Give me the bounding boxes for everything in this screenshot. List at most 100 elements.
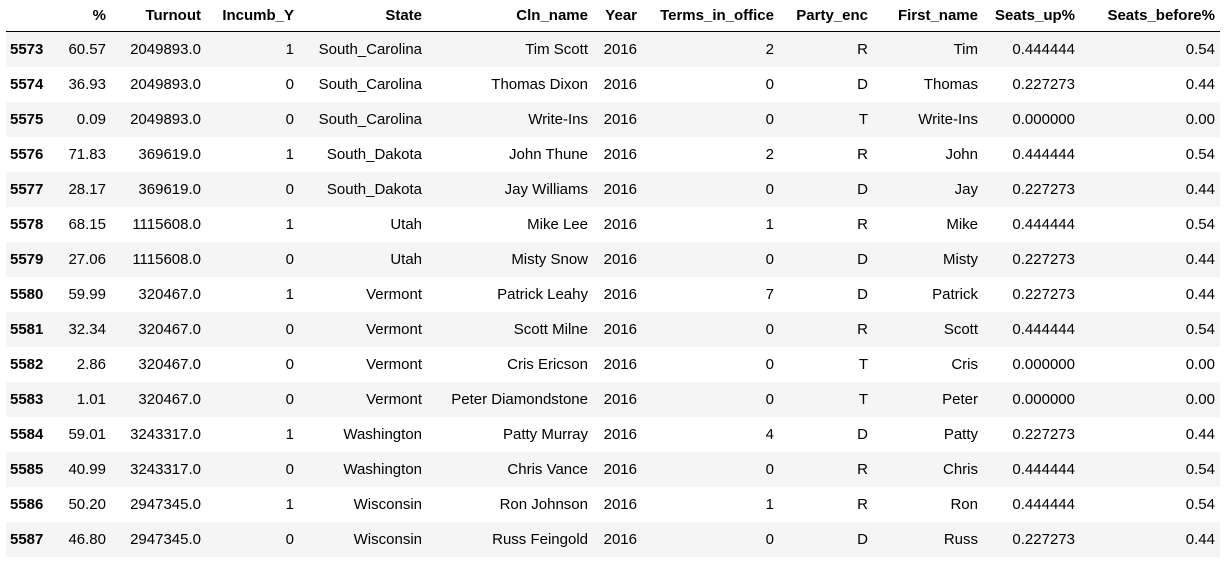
column-header-cln-name: Cln_name [427, 0, 593, 32]
table-cell-year: 2016 [603, 145, 637, 163]
table-cell-state: Vermont [366, 390, 422, 408]
table-cell-incumb-y: 1 [285, 145, 294, 163]
table-cell-seats-before: 0.44 [1185, 75, 1215, 93]
table-cell-cln-name: John Thune [509, 145, 588, 163]
table-cell-party-enc: T [858, 110, 868, 128]
table-cell-year: 2016 [603, 180, 637, 198]
table-cell-percent: 60.57 [68, 40, 106, 58]
column-header-terms-in-office: Terms_in_office [642, 0, 779, 32]
dataframe-output: % Turnout Incumb_Y State Cln_name Year Terms_i… [6, 0, 1220, 557]
table-cell-first-name: John [945, 145, 978, 163]
table-cell-seats-before: 0.54 [1185, 495, 1215, 513]
table-cell-first-name: Peter [942, 390, 978, 408]
table-row: 5587 46.80 2947345.0 0 Wisconsin Russ Feingol… [6, 521, 1220, 557]
table-cell-turnout: 369619.0 [138, 180, 201, 198]
column-header-incumb-y: Incumb_Y [206, 0, 299, 32]
header-row: % Turnout Incumb_Y State Cln_name Year Terms_i… [6, 0, 1220, 32]
table-cell-first-name: Tim [953, 40, 978, 58]
table-cell-party-enc: R [857, 145, 868, 163]
table-cell-seats-before: 0.54 [1185, 40, 1215, 58]
table-row: 5585 40.99 3243317.0 0 Washington Chris Vance… [6, 451, 1220, 487]
row-index: 5585 [10, 460, 44, 478]
table-cell-state: South_Dakota [326, 145, 422, 163]
table-cell-year: 2016 [603, 215, 637, 233]
table-cell-state: Washington [343, 460, 422, 478]
table-cell-party-enc: D [857, 250, 868, 268]
row-index: 5579 [10, 250, 44, 268]
table-cell-seats-up: 0.444444 [1012, 40, 1075, 58]
table-cell-seats-before: 0.44 [1185, 250, 1215, 268]
table-cell-turnout: 1115608.0 [132, 215, 201, 233]
table-cell-cln-name: Tim Scott [525, 40, 588, 58]
table-cell-turnout: 320467.0 [138, 320, 201, 338]
table-cell-first-name: Patrick [932, 285, 978, 303]
table-cell-incumb-y: 0 [285, 75, 294, 93]
table-cell-state: South_Dakota [326, 180, 422, 198]
table-cell-seats-before: 0.54 [1185, 145, 1215, 163]
table-cell-seats-before: 0.54 [1185, 320, 1215, 338]
column-header-percent: % [56, 0, 111, 32]
table-cell-turnout: 369619.0 [138, 145, 201, 163]
table-cell-year: 2016 [603, 530, 637, 548]
table-cell-first-name: Misty [943, 250, 978, 268]
table-cell-seats-before: 0.00 [1185, 390, 1215, 408]
table-cell-percent: 28.17 [68, 180, 106, 198]
table-cell-incumb-y: 1 [285, 40, 294, 58]
table-cell-percent: 59.99 [68, 285, 106, 303]
table-cell-year: 2016 [603, 250, 637, 268]
table-cell-state: South_Carolina [318, 75, 422, 93]
table-cell-first-name: Jay [954, 180, 978, 198]
table-cell-percent: 27.06 [68, 250, 106, 268]
table-cell-year: 2016 [603, 75, 637, 93]
table-cell-turnout: 320467.0 [138, 285, 201, 303]
table-cell-terms-in-office: 0 [765, 180, 774, 198]
table-row: 5576 71.83 369619.0 1 South_Dakota John Thune… [6, 136, 1220, 172]
table-cell-year: 2016 [603, 390, 637, 408]
table-cell-terms-in-office: 2 [765, 40, 774, 58]
table-cell-first-name: Scott [943, 320, 978, 338]
table-cell-turnout: 320467.0 [138, 390, 201, 408]
table-cell-incumb-y: 1 [285, 285, 294, 303]
column-header-year: Year [593, 0, 642, 32]
table-cell-cln-name: Jay Williams [504, 180, 588, 198]
table-cell-turnout: 320467.0 [138, 355, 201, 373]
table-cell-percent: 32.34 [68, 320, 106, 338]
table-row: 5574 36.93 2049893.0 0 South_Carolina Thomas … [6, 66, 1220, 102]
table-cell-terms-in-office: 4 [765, 425, 774, 443]
table-row: 5573 60.57 2049893.0 1 South_Carolina Tim Sco… [6, 31, 1220, 67]
row-index: 5573 [10, 40, 44, 58]
row-index: 5584 [10, 425, 44, 443]
table-cell-party-enc: R [857, 40, 868, 58]
table-cell-state: Wisconsin [353, 495, 422, 513]
table-cell-first-name: Write-Ins [918, 110, 978, 128]
table-cell-year: 2016 [603, 460, 637, 478]
table-cell-state: Wisconsin [353, 530, 422, 548]
index-column-header [6, 0, 56, 32]
table-cell-party-enc: T [858, 355, 868, 373]
table-cell-party-enc: T [858, 390, 868, 408]
table-cell-terms-in-office: 0 [765, 460, 774, 478]
table-cell-incumb-y: 0 [285, 460, 294, 478]
table-cell-seats-before: 0.44 [1185, 425, 1215, 443]
table-cell-first-name: Mike [946, 215, 978, 233]
table-cell-party-enc: D [857, 75, 868, 93]
table-cell-seats-before: 0.00 [1185, 110, 1215, 128]
dataframe-table: % Turnout Incumb_Y State Cln_name Year Terms_i… [6, 0, 1220, 557]
table-cell-incumb-y: 0 [285, 390, 294, 408]
table-cell-year: 2016 [603, 320, 637, 338]
table-cell-seats-up: 0.227273 [1012, 75, 1075, 93]
table-cell-seats-up: 0.227273 [1012, 425, 1075, 443]
table-cell-seats-before: 0.44 [1185, 285, 1215, 303]
table-cell-cln-name: Misty Snow [511, 250, 588, 268]
table-row: 5582 2.86 320467.0 0 Vermont Cris Ericson 2016… [6, 346, 1220, 382]
table-cell-seats-up: 0.227273 [1012, 530, 1075, 548]
table-cell-state: South_Carolina [318, 40, 422, 58]
table-cell-first-name: Chris [942, 460, 978, 478]
table-cell-state: Vermont [366, 285, 422, 303]
table-cell-party-enc: D [857, 285, 868, 303]
table-row: 5578 68.15 1115608.0 1 Utah Mike Lee 2016 1 R Mik… [6, 206, 1220, 242]
row-index: 5578 [10, 215, 44, 233]
table-cell-terms-in-office: 1 [765, 495, 774, 513]
table-cell-cln-name: Mike Lee [527, 215, 588, 233]
row-index: 5575 [10, 110, 44, 128]
